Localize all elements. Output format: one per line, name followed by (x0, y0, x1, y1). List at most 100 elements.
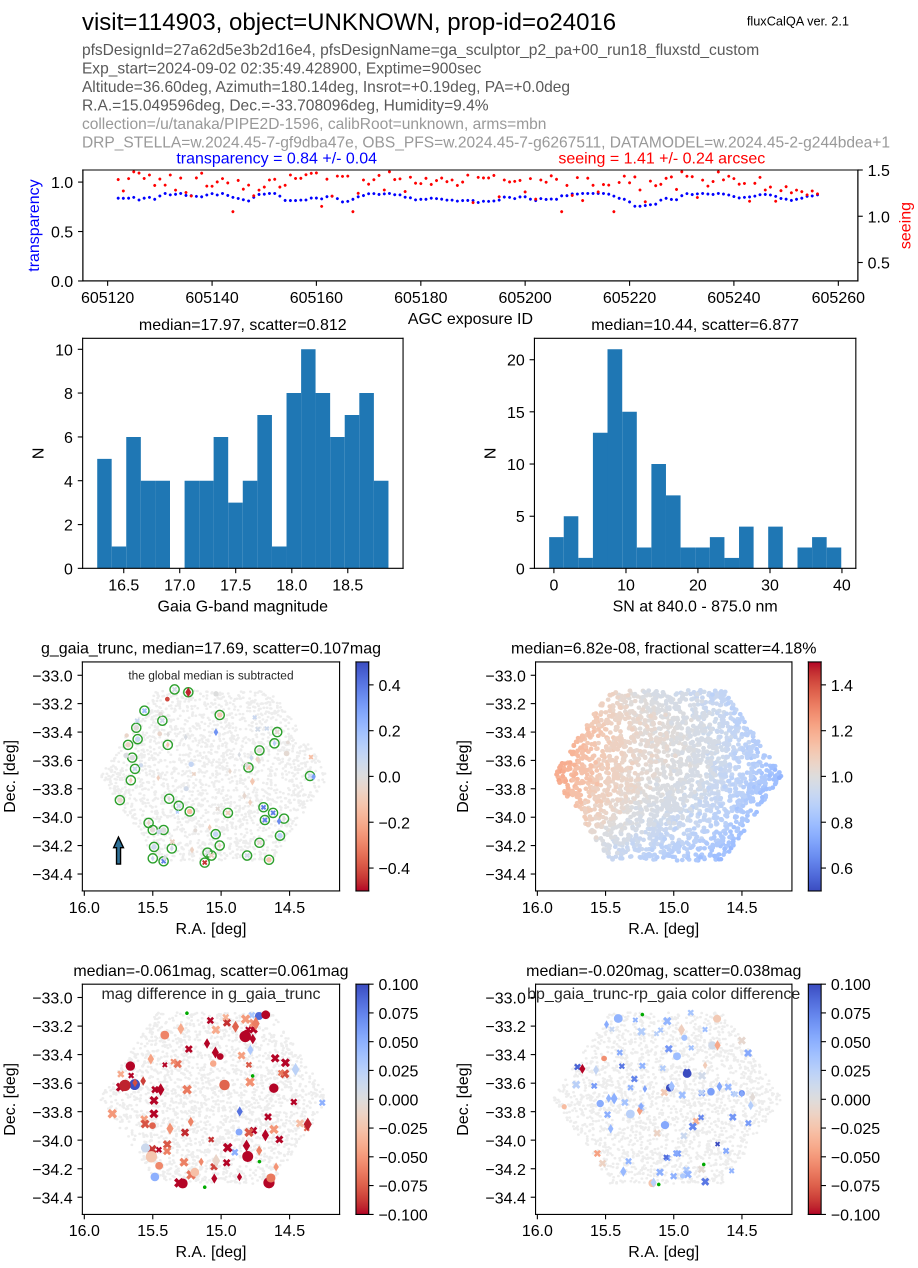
svg-text:605180: 605180 (394, 290, 447, 307)
svg-text:0: 0 (549, 577, 558, 594)
svg-text:−0.075: −0.075 (831, 1179, 880, 1196)
svg-text:605200: 605200 (498, 290, 551, 307)
svg-text:the global median is subtracte: the global median is subtracted (128, 669, 293, 683)
svg-text:14.5: 14.5 (274, 900, 305, 917)
svg-text:16.0: 16.0 (522, 900, 553, 917)
svg-text:15.5: 15.5 (590, 1223, 621, 1240)
svg-text:−33.4: −33.4 (32, 725, 73, 742)
svg-text:pfsDesignId=27a62d5e3b2d16e4,: pfsDesignId=27a62d5e3b2d16e4, pfsDesignN… (82, 42, 759, 59)
svg-text:0.5: 0.5 (51, 225, 73, 242)
svg-text:−33.0: −33.0 (485, 668, 526, 685)
svg-text:605220: 605220 (603, 290, 656, 307)
svg-text:17.0: 17.0 (164, 577, 195, 594)
svg-text:0.025: 0.025 (378, 1064, 418, 1081)
svg-text:15.0: 15.0 (658, 1223, 689, 1240)
svg-text:−34.0: −34.0 (32, 1133, 73, 1150)
svg-text:−33.4: −33.4 (485, 1048, 526, 1065)
svg-text:−34.4: −34.4 (485, 867, 526, 884)
svg-text:0.000: 0.000 (378, 1092, 418, 1109)
svg-text:N: N (483, 448, 500, 460)
svg-text:R.A. [deg]: R.A. [deg] (628, 1244, 699, 1261)
svg-text:0.100: 0.100 (378, 977, 418, 994)
svg-text:0: 0 (64, 561, 73, 578)
svg-text:−33.4: −33.4 (485, 725, 526, 742)
svg-text:0: 0 (516, 561, 525, 578)
svg-text:−0.075: −0.075 (378, 1179, 427, 1196)
svg-text:15.0: 15.0 (206, 1223, 237, 1240)
svg-text:605240: 605240 (707, 290, 760, 307)
svg-text:−33.6: −33.6 (32, 1076, 73, 1093)
svg-text:0.0: 0.0 (51, 274, 73, 291)
svg-text:Exp_start=2024-09-02 02:35:49.: Exp_start=2024-09-02 02:35:49.428900, Ex… (82, 61, 482, 78)
svg-text:Altitude=36.60deg, Azimuth=180: Altitude=36.60deg, Azimuth=180.14deg, In… (82, 79, 570, 96)
svg-text:18.5: 18.5 (332, 577, 363, 594)
svg-text:605140: 605140 (185, 290, 238, 307)
svg-text:10: 10 (55, 342, 73, 359)
svg-text:16.0: 16.0 (69, 1223, 100, 1240)
svg-text:−33.6: −33.6 (32, 754, 73, 771)
svg-text:30: 30 (761, 577, 779, 594)
svg-text:10: 10 (507, 457, 525, 474)
svg-text:15.0: 15.0 (658, 900, 689, 917)
svg-text:R.A. [deg]: R.A. [deg] (175, 1244, 246, 1261)
svg-text:1.0: 1.0 (51, 175, 73, 192)
svg-text:−0.2: −0.2 (378, 815, 410, 832)
svg-text:Dec. [deg]: Dec. [deg] (455, 1063, 472, 1136)
svg-text:median=10.44, scatter=6.877: median=10.44, scatter=6.877 (591, 317, 799, 334)
svg-text:15.5: 15.5 (590, 900, 621, 917)
svg-text:0.8: 0.8 (831, 815, 853, 832)
svg-text:R.A. [deg]: R.A. [deg] (175, 921, 246, 938)
svg-text:1.0: 1.0 (868, 209, 890, 226)
svg-text:14.5: 14.5 (274, 1223, 305, 1240)
svg-text:median=-0.061mag, scatter=0.06: median=-0.061mag, scatter=0.061mag (73, 963, 348, 980)
svg-text:1.2: 1.2 (831, 724, 853, 741)
svg-text:−34.0: −34.0 (32, 810, 73, 827)
svg-text:−34.2: −34.2 (32, 1162, 73, 1179)
svg-text:0.075: 0.075 (831, 1006, 871, 1023)
svg-text:0.075: 0.075 (378, 1006, 418, 1023)
svg-text:−33.8: −33.8 (485, 1105, 526, 1122)
svg-text:DRP_STELLA=w.2024.45-7-gf9dba4: DRP_STELLA=w.2024.45-7-gf9dba47e, OBS_PF… (82, 135, 890, 152)
svg-text:R.A. [deg]: R.A. [deg] (628, 921, 699, 938)
svg-text:1.4: 1.4 (831, 678, 853, 695)
svg-text:AGC exposure ID: AGC exposure ID (408, 311, 533, 328)
svg-text:20: 20 (689, 577, 707, 594)
svg-text:0.050: 0.050 (831, 1035, 871, 1052)
svg-text:N: N (31, 448, 48, 460)
svg-text:SN at 840.0 - 875.0 nm: SN at 840.0 - 875.0 nm (613, 598, 778, 615)
svg-text:−33.2: −33.2 (485, 697, 526, 714)
svg-text:15.5: 15.5 (137, 900, 168, 917)
svg-text:20: 20 (507, 353, 525, 370)
svg-text:−33.0: −33.0 (32, 668, 73, 685)
svg-text:Gaia G-band magnitude: Gaia G-band magnitude (158, 598, 329, 615)
svg-text:4: 4 (64, 474, 73, 491)
svg-text:1.5: 1.5 (868, 163, 890, 180)
svg-text:Dec. [deg]: Dec. [deg] (2, 1063, 19, 1136)
svg-text:−33.0: −33.0 (32, 991, 73, 1008)
svg-text:0.4: 0.4 (378, 678, 400, 695)
svg-text:0.5: 0.5 (868, 256, 890, 273)
svg-text:−0.100: −0.100 (378, 1207, 427, 1224)
svg-text:−0.025: −0.025 (378, 1121, 427, 1138)
svg-text:g_gaia_trunc, median=17.69, sc: g_gaia_trunc, median=17.69, scatter=0.10… (41, 641, 381, 658)
svg-text:0.000: 0.000 (831, 1092, 871, 1109)
svg-text:−33.2: −33.2 (32, 697, 73, 714)
svg-text:15: 15 (507, 405, 525, 422)
svg-text:17.5: 17.5 (220, 577, 251, 594)
svg-text:−0.025: −0.025 (831, 1121, 880, 1138)
svg-text:Dec. [deg]: Dec. [deg] (455, 740, 472, 813)
svg-text:−0.4: −0.4 (378, 861, 410, 878)
svg-text:−33.2: −33.2 (32, 1019, 73, 1036)
svg-text:Dec. [deg]: Dec. [deg] (2, 740, 19, 813)
svg-text:16.5: 16.5 (108, 577, 139, 594)
svg-text:2: 2 (64, 518, 73, 535)
svg-text:bp_gaia_trunc-rp_gaia color di: bp_gaia_trunc-rp_gaia color difference (527, 986, 800, 1003)
svg-text:15.0: 15.0 (206, 900, 237, 917)
svg-text:R.A.=15.049596deg, Dec.=-33.70: R.A.=15.049596deg, Dec.=-33.708096deg, H… (82, 98, 489, 115)
svg-text:seeing: seeing (898, 202, 915, 249)
svg-text:−34.0: −34.0 (485, 1133, 526, 1150)
svg-text:8: 8 (64, 386, 73, 403)
svg-text:0.100: 0.100 (831, 977, 871, 994)
svg-text:−33.6: −33.6 (485, 754, 526, 771)
svg-text:10: 10 (617, 577, 635, 594)
